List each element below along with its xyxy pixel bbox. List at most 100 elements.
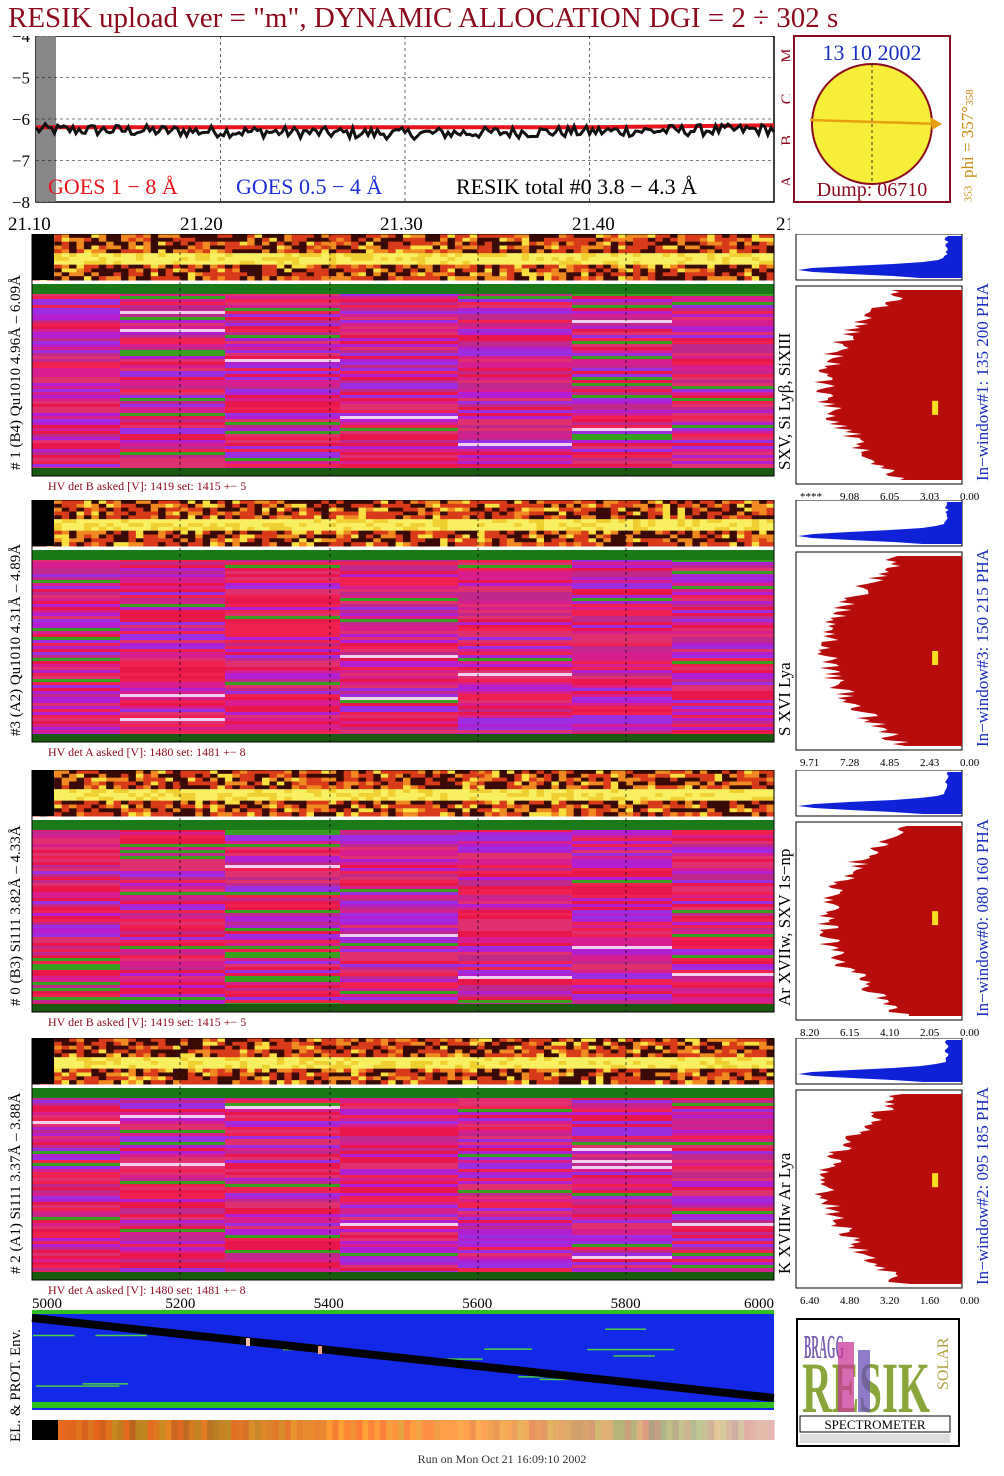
- heat-cell: [232, 253, 241, 258]
- heat-cell: [529, 789, 538, 794]
- heat-cell: [128, 530, 137, 535]
- heat-cell: [581, 812, 589, 817]
- spectrogram-stripe: [32, 371, 120, 375]
- spectrogram-stripe: [340, 673, 458, 677]
- heat-cell: [595, 526, 604, 532]
- heat-cell: [625, 237, 634, 243]
- heat-cell: [514, 538, 523, 543]
- heat-cell: [670, 257, 679, 262]
- spectrogram-stripe: [458, 416, 572, 420]
- heat-cell: [551, 515, 560, 520]
- heat-cell: [514, 781, 523, 786]
- heat-cell: [143, 500, 152, 505]
- spectrogram-stripe: [458, 350, 572, 354]
- heat-cell: [135, 272, 144, 277]
- heat-cell: [121, 276, 129, 281]
- heat-cell: [625, 515, 634, 520]
- heat-cell: [581, 785, 589, 790]
- heat-cell: [432, 530, 441, 535]
- heat-cell: [336, 523, 345, 528]
- heat-cell: [150, 770, 159, 775]
- heat-cell: [432, 515, 441, 520]
- spectrogram-stripe: [458, 446, 572, 450]
- heat-cell: [224, 773, 233, 779]
- heat-cell: [299, 257, 308, 262]
- heat-cell: [506, 777, 515, 782]
- heat-cell: [640, 777, 649, 782]
- heat-cell: [143, 777, 152, 782]
- heat-cell: [759, 526, 768, 532]
- spectrogram-stripe: [32, 643, 120, 647]
- spectrogram-stripe: [225, 449, 340, 453]
- heat-cell: [247, 770, 256, 775]
- heat-cell: [506, 511, 515, 516]
- heat-cell: [543, 800, 552, 805]
- heat-cell: [640, 507, 649, 512]
- heat-cell: [239, 249, 248, 254]
- heat-cell: [447, 523, 456, 528]
- heat-cell: [388, 538, 397, 543]
- heat-cell: [677, 542, 686, 547]
- heat-cell: [625, 519, 634, 524]
- heat-cell: [328, 515, 337, 520]
- spectrogram-stripe: [672, 655, 774, 659]
- heat-cell: [113, 515, 122, 520]
- heat-cell: [529, 812, 538, 817]
- heat-cell: [358, 249, 367, 254]
- spectrogram-stripe: [225, 682, 340, 686]
- heat-cell: [581, 253, 589, 258]
- heat-cell: [722, 507, 730, 512]
- spectrogram-stripe: [458, 847, 572, 851]
- spectrogram-stripe: [120, 859, 225, 863]
- heat-cell: [106, 519, 115, 524]
- heat-cell: [440, 503, 449, 509]
- heat-cell: [477, 253, 486, 258]
- spectrogram-stripe: [572, 320, 672, 324]
- heat-cell: [135, 534, 144, 539]
- spectrogram-stripe: [120, 655, 225, 659]
- heat-cell: [83, 519, 92, 524]
- heat-cell: [373, 804, 382, 809]
- heat-cell: [707, 241, 716, 246]
- heat-cell: [670, 793, 679, 798]
- heat-cell: [521, 793, 530, 798]
- heat-cell: [677, 257, 686, 262]
- heat-cell: [462, 526, 471, 532]
- spectrogram-stripe: [225, 296, 340, 300]
- heat-cell: [692, 519, 701, 524]
- heat-cell: [224, 781, 233, 786]
- spectrogram-stripe: [32, 323, 120, 327]
- heat-cell: [447, 796, 456, 802]
- heat-cell: [521, 245, 530, 250]
- heat-cell: [358, 241, 367, 246]
- heat-cell: [165, 234, 174, 239]
- heat-cell: [440, 796, 449, 802]
- heat-cell: [217, 812, 226, 817]
- spectrogram-stripe: [120, 919, 225, 923]
- heat-cell: [388, 241, 397, 246]
- heat-cell: [128, 804, 137, 809]
- heat-cell: [610, 538, 619, 543]
- spectrogram-stripe: [340, 353, 458, 357]
- heat-cell: [551, 793, 560, 798]
- heat-cell: [262, 511, 270, 516]
- heat-cell: [69, 241, 78, 246]
- heat-cell: [514, 812, 523, 817]
- heat-cell: [647, 241, 656, 246]
- heat-cell: [76, 793, 85, 798]
- spectrogram-stripe: [340, 413, 458, 417]
- spectrogram-stripe: [458, 365, 572, 369]
- heat-cell: [321, 500, 330, 505]
- heat-cell: [150, 808, 159, 813]
- heat-cell: [432, 523, 441, 528]
- spectrogram-stripe: [340, 907, 458, 911]
- heat-cell: [536, 519, 545, 524]
- heat-cell: [143, 523, 152, 528]
- heat-cell: [395, 800, 404, 805]
- heat-cell: [336, 511, 345, 516]
- heat-cell: [410, 804, 419, 809]
- spectrogram-stripe: [672, 374, 774, 378]
- spectrogram-stripe: [458, 329, 572, 333]
- heat-cell: [469, 503, 478, 509]
- heat-cell: [172, 257, 181, 262]
